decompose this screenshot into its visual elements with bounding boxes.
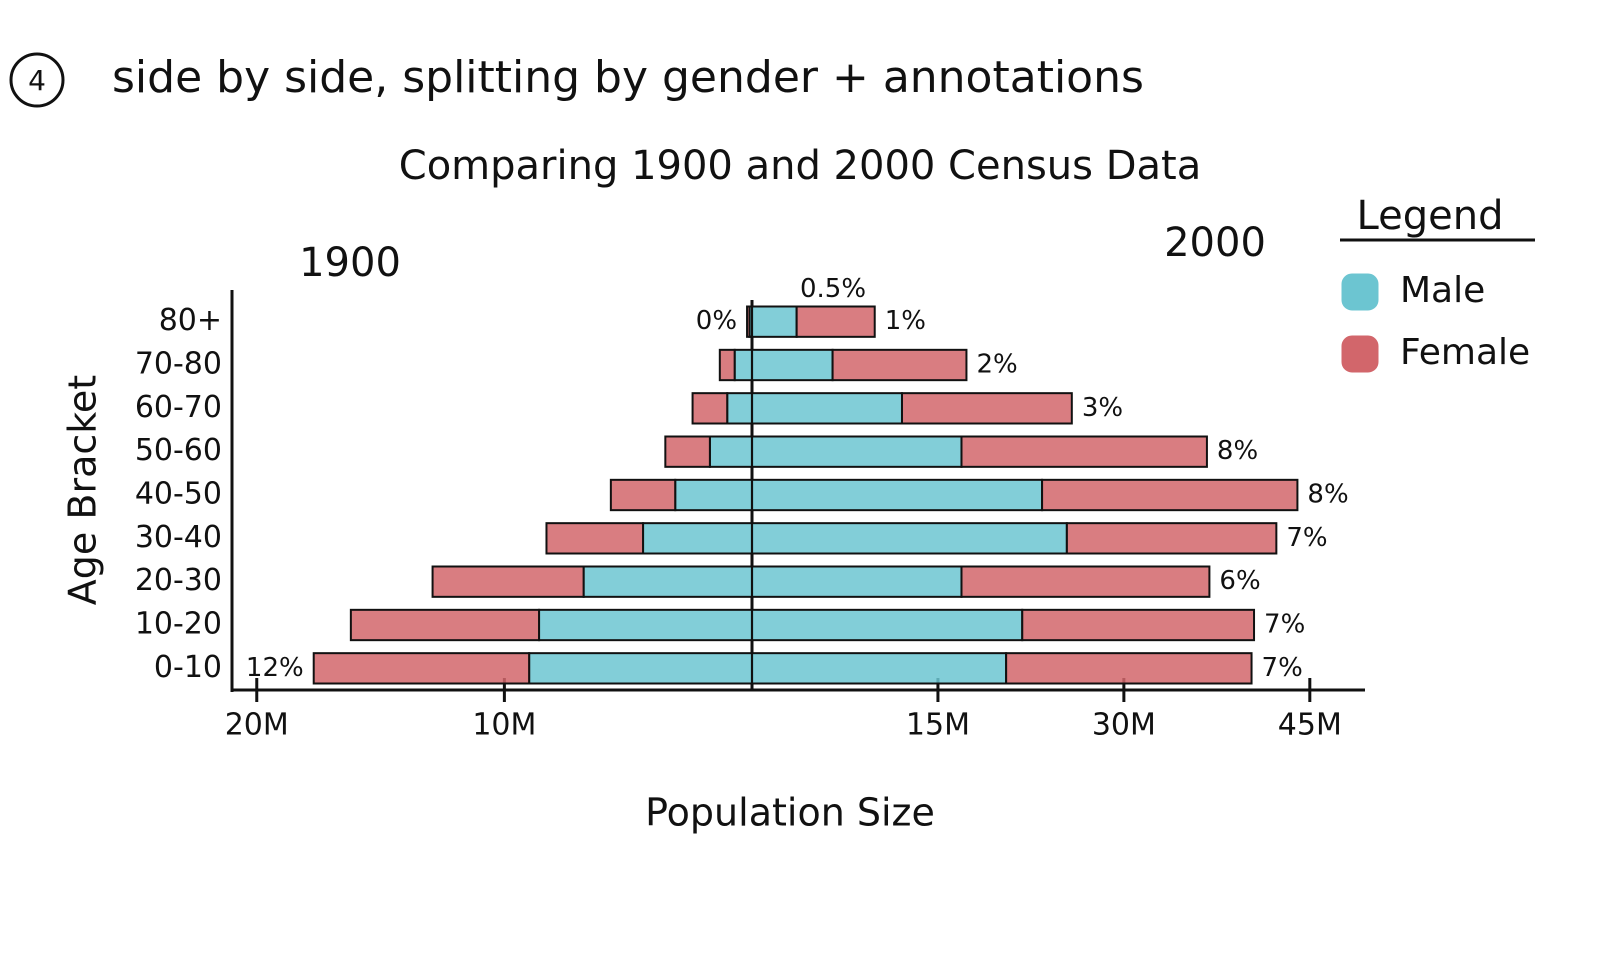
bar-segment [751,522,1068,555]
bar-segment [746,305,751,338]
bar-segment [751,652,1008,685]
y-axis-title: Age Bracket [61,375,105,605]
x-tick-label: 15M [906,708,970,743]
percent-label: 12% [246,653,304,683]
number-circle [9,52,65,108]
bar-segment [831,348,968,382]
y-tick-label: 0-10 [154,650,222,685]
panel-label: 1900 [299,240,401,286]
bar-segment [1065,522,1278,555]
y-tick-label: 40-50 [135,477,222,512]
bar-segment [312,652,531,685]
bar-segment [349,608,541,642]
x-axis-title: Population Size [645,791,935,835]
percent-label: 2% [976,350,1017,380]
bar-segment [708,435,754,468]
bar-segment [691,392,729,425]
bar-segment [751,392,903,425]
percent-label: 0% [696,306,737,336]
bar-segment [733,348,754,382]
bar-segment [609,478,677,512]
percent-label: 3% [1082,393,1123,423]
percent-label: 7% [1262,653,1303,683]
percent-label: 6% [1219,566,1260,596]
percent-label: 7% [1286,523,1327,553]
panel-label: 2000 [1164,220,1266,266]
x-tick-label: 10M [472,708,536,743]
chart-title: side by side, splitting by gender + anno… [112,52,1144,103]
y-tick-label: 50-60 [135,433,222,468]
bar-segment [1005,652,1253,685]
bar-segment [960,565,1211,598]
percent-label: 1% [885,306,926,336]
percent-label: 7% [1264,610,1305,640]
legend-swatch [1341,335,1379,373]
bar-segment [718,348,736,382]
y-tick-label: 70-80 [135,347,222,382]
x-tick-label: 20M [225,708,289,743]
chart-number: 4 [28,64,46,97]
legend-label: Male [1400,270,1485,311]
bar-segment [751,435,963,468]
bar-segment [726,392,754,425]
bar-segment [795,305,876,338]
bar-segment [900,392,1073,425]
y-tick-label: 30-40 [135,520,222,555]
bar-segment [751,348,834,382]
bar-segment [751,305,798,338]
bar-segment [431,565,585,598]
legend-swatch [1341,273,1379,311]
chart-subtitle: Comparing 1900 and 2000 Census Data [399,143,1201,189]
y-tick-label: 10-20 [135,607,222,642]
bar-segment [1021,608,1256,642]
bar-segment [538,608,753,642]
annotation: 0.5% [800,274,866,304]
bar-segment [545,522,645,555]
percent-label: 8% [1217,436,1258,466]
legend-title: Legend [1357,193,1504,239]
bar-segment [528,652,754,685]
y-tick-label: 80+ [159,303,222,338]
y-tick-label: 60-70 [135,390,222,425]
x-tick-label: 30M [1092,708,1156,743]
bar-segment [642,522,753,555]
bar-segment [664,435,711,468]
percent-label: 8% [1307,480,1348,510]
bar-segment [674,478,753,512]
bar-segment [751,565,963,598]
bar-segment [960,435,1208,468]
legend-label: Female [1400,332,1530,373]
bar-segment [751,608,1024,642]
bar-segment [751,478,1044,512]
y-tick-label: 20-30 [135,563,222,598]
x-tick-label: 45M [1278,708,1342,743]
bar-segment [1041,478,1299,512]
bar-segment [582,565,753,598]
